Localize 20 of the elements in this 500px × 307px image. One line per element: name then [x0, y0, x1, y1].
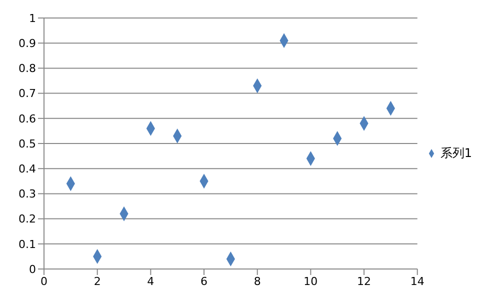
y-tick-label: 0.7	[18, 87, 36, 100]
x-tick-label: 8	[254, 274, 261, 288]
x-tick-label: 10	[304, 274, 318, 288]
x-tick-label: 14	[410, 274, 424, 288]
y-tick-label: 0.3	[18, 188, 36, 201]
x-tick-label: 4	[147, 274, 154, 288]
y-tick-label: 0.1	[18, 238, 36, 251]
x-tick-label: 6	[200, 274, 208, 288]
x-tick-label: 0	[40, 274, 48, 288]
y-tick-label: 0	[29, 262, 36, 276]
legend-label: 系列1	[440, 146, 472, 160]
y-tick-label: 0.8	[18, 62, 36, 76]
x-tick-label: 12	[357, 274, 372, 288]
x-tick-label: 2	[94, 274, 101, 288]
y-tick-label: 1	[29, 12, 36, 25]
y-tick-label: 0.6	[18, 112, 36, 126]
y-tick-label: 0.5	[18, 137, 36, 150]
y-tick-label: 0.4	[18, 162, 36, 176]
y-tick-label: 0.9	[18, 37, 36, 50]
y-tick-label: 0.2	[18, 212, 36, 226]
